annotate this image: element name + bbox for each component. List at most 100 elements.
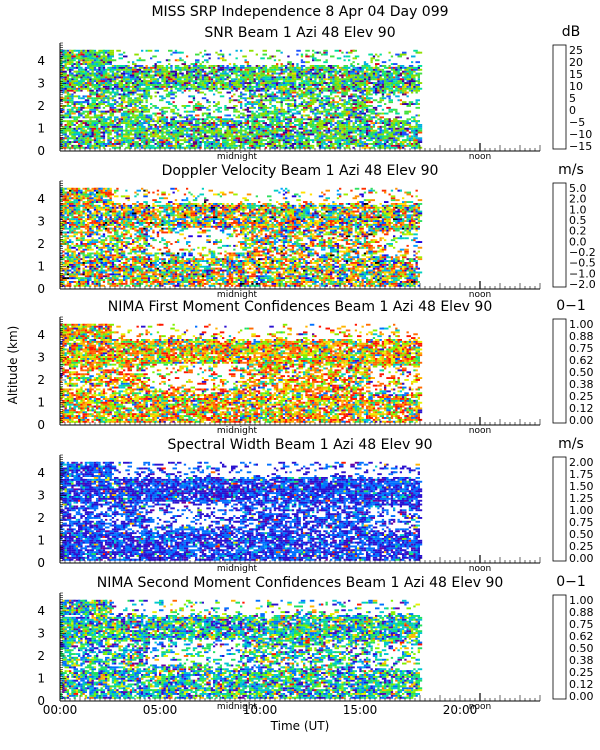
heatmap-cell [276,114,279,117]
heatmap-cell [334,114,337,117]
heatmap-cell [258,137,261,140]
heatmap-cell [118,49,121,52]
heatmap-cell [316,51,321,54]
heatmap-cell [285,118,290,121]
heatmap-cell [93,66,97,69]
heatmap-cell [388,82,393,84]
heatmap-cell [291,143,297,145]
heatmap-cell [336,114,340,117]
heatmap-cell [172,78,177,81]
heatmap-cell [289,70,292,73]
heatmap-cell [156,127,160,130]
heatmap-cell [386,80,389,83]
heatmap-cell [370,125,373,128]
heatmap-cell [267,93,272,96]
heatmap-cell [96,74,99,77]
heatmap-cell [174,95,178,98]
heatmap-cell [143,84,146,86]
heatmap-cell [395,74,398,77]
heatmap-cell [208,76,211,79]
heatmap-cell [80,76,83,79]
heatmap-cell [348,141,353,143]
heatmap-cell [321,143,324,145]
heatmap-cell [249,116,252,119]
heatmap-cell [87,144,92,147]
heatmap-cell [150,70,153,73]
heatmap-cell [298,105,303,107]
heatmap-cell [123,137,128,140]
heatmap-cell [226,133,231,136]
heatmap-cell [246,78,250,81]
heatmap-cell [190,70,193,73]
heatmap-cell [390,141,394,143]
heatmap-cell [312,53,315,56]
heatmap-cell [172,76,177,79]
heatmap-cell [156,125,160,128]
heatmap-cell [197,122,202,124]
heatmap-cell [87,78,90,81]
heatmap-cell [334,72,339,75]
heatmap-cell [150,139,153,142]
heatmap-cell [105,95,108,98]
colorbar-unit: dB [562,24,581,40]
heatmap-cell [352,122,355,124]
heatmap-cell [336,65,340,67]
heatmap-cell [118,103,123,105]
heatmap-cell [352,141,357,143]
heatmap-cell [141,72,144,75]
heatmap-cell [413,103,416,105]
heatmap-cell [262,103,265,105]
heatmap-cell [188,118,191,121]
heatmap-cell [217,87,222,90]
heatmap-cell [354,110,357,113]
heatmap-cell [186,70,191,73]
heatmap-cell [204,129,209,132]
heatmap-cell [64,84,67,86]
heatmap-cell [251,129,256,132]
heatmap-cell [395,112,400,115]
heatmap-cell [312,93,317,96]
heatmap-cell [372,141,376,143]
heatmap-cell [307,135,310,138]
heatmap-cell [231,133,234,136]
heatmap-cell [107,129,112,132]
heatmap-cell [233,66,236,69]
heatmap-cell [174,72,178,75]
heatmap-cell [91,129,96,132]
heatmap-cell [201,114,204,117]
heatmap-cell [161,144,164,147]
heatmap-cell [408,124,412,126]
heatmap-cell [289,68,292,71]
heatmap-cell [384,143,387,145]
heatmap-cell [93,146,99,149]
heatmap-cell [150,116,153,119]
heatmap-cell [260,143,263,145]
heatmap-cell [258,135,263,138]
heatmap-cell [321,89,324,92]
heatmap-cell [138,110,142,113]
heatmap-cell [375,65,378,67]
heatmap-cell [60,124,63,126]
heatmap-cell [289,82,294,84]
heatmap-cell [118,146,121,149]
heatmap-cell [125,127,128,130]
heatmap-cell [303,122,308,124]
heatmap-cell [397,125,402,128]
heatmap-cell [141,59,146,62]
heatmap-cell [109,80,114,83]
heatmap-cell [350,93,353,96]
heatmap-cell [285,135,290,138]
heatmap-cell [357,66,362,69]
heatmap-cell [282,78,286,81]
heatmap-cell [271,55,274,58]
heatmap-cell [179,122,182,124]
heatmap-cell [343,70,348,73]
heatmap-cell [192,139,196,142]
heatmap-cell [278,135,281,138]
heatmap-cell [105,55,110,58]
heatmap-cell [341,95,346,98]
heatmap-cell [368,114,371,117]
heatmap-cell [141,110,146,113]
heatmap-cell [69,51,72,54]
heatmap-cell [217,91,222,94]
